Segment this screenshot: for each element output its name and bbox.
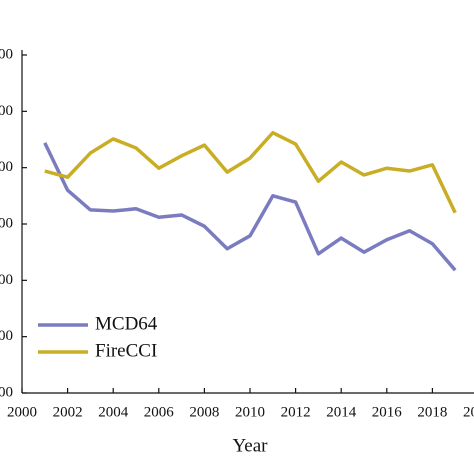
x-tick-label: 2006 — [144, 404, 175, 420]
y-tick-label: 500 — [0, 159, 13, 175]
x-tick-label: 2000 — [7, 404, 37, 420]
y-tick-label: 300 — [0, 272, 13, 288]
legend-label: FireCCI — [95, 340, 157, 361]
x-tick-label: 2008 — [189, 404, 219, 420]
series-line — [43, 142, 457, 272]
y-tick-label: 600 — [0, 103, 13, 119]
x-tick-label: 2010 — [235, 404, 265, 420]
y-tick-label: 100 — [0, 384, 13, 400]
x-tick-label: 2016 — [372, 404, 403, 420]
x-tick-label: 2004 — [98, 404, 129, 420]
x-tick-label: 2020 — [463, 404, 474, 420]
x-tick-label: 2002 — [53, 404, 83, 420]
x-axis-label: Year — [232, 435, 268, 456]
x-tick-label: 2018 — [417, 404, 447, 420]
y-tick-label: 200 — [0, 328, 13, 344]
legend-label: MCD64 — [95, 313, 158, 334]
x-tick-label: 2014 — [326, 404, 357, 420]
y-tick-label: 700 — [0, 46, 13, 62]
x-tick-label: 2012 — [281, 404, 311, 420]
y-tick-label: 400 — [0, 215, 13, 231]
series-line — [44, 130, 457, 214]
